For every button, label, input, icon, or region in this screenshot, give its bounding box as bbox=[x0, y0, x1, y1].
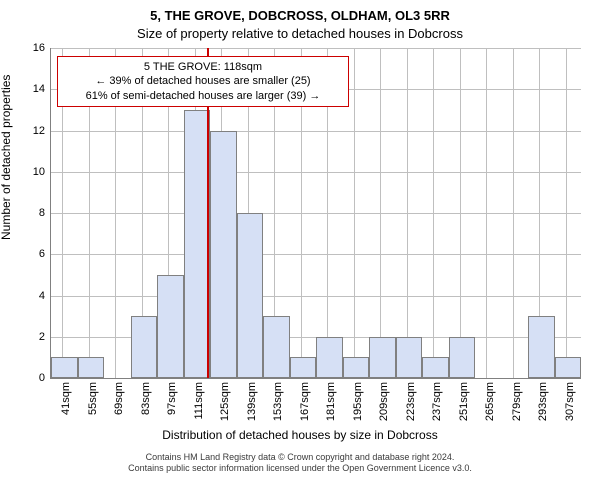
x-tick-label: 153sqm bbox=[272, 382, 284, 421]
gridline-vertical bbox=[486, 48, 487, 378]
x-tick-label: 97sqm bbox=[166, 382, 178, 415]
x-tick-label: 307sqm bbox=[564, 382, 576, 421]
x-axis-label: Distribution of detached houses by size … bbox=[0, 428, 600, 442]
histogram-bar bbox=[184, 110, 211, 378]
y-tick-label: 2 bbox=[39, 331, 51, 343]
y-axis-label: Number of detached properties bbox=[0, 75, 13, 240]
y-tick-label: 10 bbox=[33, 166, 51, 178]
gridline-vertical bbox=[433, 48, 434, 378]
gridline-horizontal bbox=[51, 172, 581, 173]
x-tick-label: 125sqm bbox=[219, 382, 231, 421]
x-tick-label: 279sqm bbox=[511, 382, 523, 421]
x-tick-label: 237sqm bbox=[431, 382, 443, 421]
histogram-bar bbox=[369, 337, 396, 378]
gridline-vertical bbox=[566, 48, 567, 378]
chart-title-description: Size of property relative to detached ho… bbox=[0, 26, 600, 41]
histogram-bar bbox=[422, 357, 449, 378]
y-tick-label: 16 bbox=[33, 42, 51, 54]
histogram-bar bbox=[396, 337, 423, 378]
x-tick-label: 181sqm bbox=[325, 382, 337, 421]
gridline-vertical bbox=[380, 48, 381, 378]
histogram-bar bbox=[51, 357, 78, 378]
histogram-bar bbox=[555, 357, 582, 378]
x-tick-label: 265sqm bbox=[484, 382, 496, 421]
gridline-horizontal bbox=[51, 296, 581, 297]
x-tick-label: 223sqm bbox=[405, 382, 417, 421]
gridline-vertical bbox=[513, 48, 514, 378]
x-tick-label: 41sqm bbox=[60, 382, 72, 415]
y-tick-label: 6 bbox=[39, 248, 51, 260]
gridline-horizontal bbox=[51, 254, 581, 255]
x-tick-label: 55sqm bbox=[87, 382, 99, 415]
x-tick-label: 111sqm bbox=[193, 382, 205, 420]
gridline-horizontal bbox=[51, 213, 581, 214]
footnote-line-2: Contains public sector information licen… bbox=[128, 463, 472, 473]
histogram-bar bbox=[157, 275, 184, 378]
x-tick-label: 251sqm bbox=[458, 382, 470, 421]
chart-container: 5, THE GROVE, DOBCROSS, OLDHAM, OL3 5RR … bbox=[0, 0, 600, 500]
histogram-bar bbox=[449, 337, 476, 378]
x-tick-label: 69sqm bbox=[113, 382, 125, 415]
x-tick-label: 195sqm bbox=[352, 382, 364, 421]
annotation-line-2: ← 39% of detached houses are smaller (25… bbox=[95, 75, 310, 87]
gridline-vertical bbox=[354, 48, 355, 378]
histogram-bar bbox=[343, 357, 370, 378]
gridline-vertical bbox=[460, 48, 461, 378]
annotation-line-1: 5 THE GROVE: 118sqm bbox=[144, 61, 262, 73]
histogram-bar bbox=[78, 357, 105, 378]
x-tick-label: 83sqm bbox=[140, 382, 152, 415]
chart-title-address: 5, THE GROVE, DOBCROSS, OLDHAM, OL3 5RR bbox=[0, 8, 600, 23]
y-tick-label: 8 bbox=[39, 207, 51, 219]
histogram-bar bbox=[263, 316, 290, 378]
y-tick-label: 12 bbox=[33, 125, 51, 137]
footnote-line-1: Contains HM Land Registry data © Crown c… bbox=[146, 452, 455, 462]
y-tick-label: 0 bbox=[39, 372, 51, 384]
x-tick-label: 167sqm bbox=[299, 382, 311, 421]
histogram-bar bbox=[131, 316, 158, 378]
annotation-box: 5 THE GROVE: 118sqm ← 39% of detached hou… bbox=[57, 56, 349, 107]
x-tick-label: 209sqm bbox=[378, 382, 390, 421]
gridline-horizontal bbox=[51, 48, 581, 49]
histogram-bar bbox=[210, 131, 237, 379]
annotation-line-3: 61% of semi-detached houses are larger (… bbox=[86, 90, 321, 102]
y-tick-label: 4 bbox=[39, 290, 51, 302]
x-tick-label: 139sqm bbox=[246, 382, 258, 421]
plot-area: 024681012141641sqm55sqm69sqm83sqm97sqm11… bbox=[50, 48, 581, 379]
histogram-bar bbox=[290, 357, 317, 378]
gridline-horizontal bbox=[51, 131, 581, 132]
y-tick-label: 14 bbox=[33, 83, 51, 95]
chart-footnote: Contains HM Land Registry data © Crown c… bbox=[0, 452, 600, 475]
histogram-bar bbox=[316, 337, 343, 378]
histogram-bar bbox=[237, 213, 264, 378]
histogram-bar bbox=[528, 316, 555, 378]
x-tick-label: 293sqm bbox=[537, 382, 549, 421]
gridline-vertical bbox=[407, 48, 408, 378]
